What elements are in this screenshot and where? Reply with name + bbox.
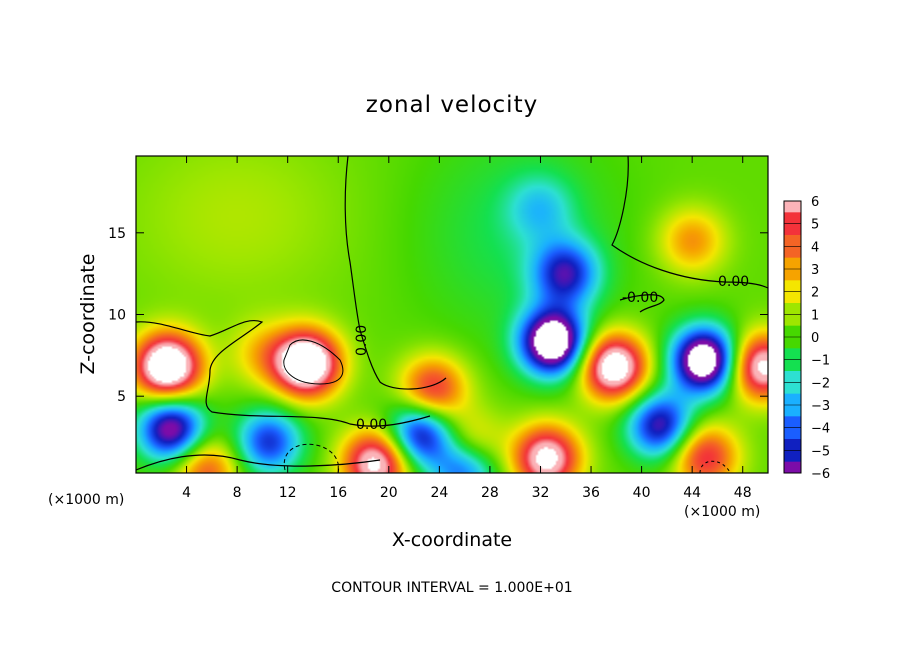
- contour-line-upper: [344, 156, 447, 390]
- x-tick-label: 12: [279, 485, 297, 501]
- x-tick-label: 20: [380, 485, 398, 501]
- heatmap-field: [136, 156, 768, 473]
- contour-line-inner: [283, 339, 344, 385]
- x-tick-label: 24: [430, 485, 448, 501]
- colorbar-label: −1: [811, 354, 830, 369]
- colorbar-cell: [784, 212, 801, 225]
- chart-title: zonal velocity: [366, 92, 538, 118]
- y-axis: 5 10 15: [108, 226, 768, 405]
- x-tick-label: 28: [481, 485, 499, 501]
- colorbar-cell: [784, 337, 801, 349]
- x-tick-label: 48: [734, 485, 752, 501]
- contour-label-3: -0.00: [622, 290, 658, 306]
- colorbar: 6 5 4 3 2 1 0 −1 −2 −3 −4 −5 −6: [783, 195, 830, 482]
- colorbar-cell: [784, 393, 801, 406]
- colorbar-cell: [784, 235, 801, 247]
- y-tick-label: 15: [108, 226, 126, 242]
- x-axis: 4 8 12 16 20 24 28 32 36 40 44 48: [182, 156, 752, 501]
- colorbar-label: −6: [811, 467, 830, 482]
- contour-line-dashed: [283, 443, 340, 473]
- x-tick-label: 4: [182, 485, 191, 501]
- colorbar-cell: [784, 450, 801, 463]
- colorbar-cell: [784, 246, 801, 259]
- colorbar-label: 6: [811, 195, 819, 210]
- y-axis-label: Z-coordinate: [77, 254, 99, 375]
- contour-line-mid: [619, 294, 665, 313]
- colorbar-cell: [784, 325, 801, 338]
- contour-line-left: [136, 320, 431, 427]
- colorbar-cell: [784, 257, 801, 270]
- x-tick-label: 44: [683, 485, 701, 501]
- x-tick-label: 8: [233, 485, 242, 501]
- contour-line-br: [699, 460, 731, 473]
- colorbar-cell: [784, 314, 801, 327]
- contour-label-1: 0.00: [354, 325, 370, 356]
- colorbar-cell: [784, 223, 801, 236]
- colorbar-cell: [784, 303, 801, 315]
- colorbar-label: 3: [811, 263, 819, 278]
- contour-line-right: [611, 156, 768, 289]
- colorbar-label: −5: [811, 444, 830, 459]
- colorbar-cell: [784, 371, 801, 383]
- colorbar-label: 2: [811, 286, 819, 301]
- contour-line-bottom: [136, 454, 381, 471]
- colorbar-label: 0: [811, 331, 819, 346]
- colorbar-cell: [784, 291, 801, 304]
- x-axis-label: X-coordinate: [392, 529, 512, 551]
- colorbar-label: −2: [811, 376, 830, 391]
- x-tick-label: 40: [633, 485, 651, 501]
- x-tick-label: 32: [532, 485, 550, 501]
- contour-interval-text: CONTOUR INTERVAL = 1.000E+01: [331, 580, 572, 596]
- colorbar-cell: [784, 405, 801, 417]
- x-tick-label: 16: [329, 485, 347, 501]
- zero-contours: [136, 156, 768, 473]
- colorbar-cell: [784, 416, 801, 429]
- colorbar-label: −3: [811, 399, 830, 414]
- contour-label-4: 0.00: [718, 274, 749, 290]
- x-tick-label: 36: [582, 485, 600, 501]
- colorbar-cell: [784, 382, 801, 395]
- colorbar-cell: [784, 269, 801, 281]
- colorbar-label: 5: [811, 218, 819, 233]
- colorbar-label: −4: [811, 422, 830, 437]
- colorbar-label: 4: [811, 240, 819, 255]
- colorbar-cell: [784, 201, 801, 213]
- x-unit-right: (×1000 m): [684, 504, 760, 520]
- colorbar-cell: [784, 348, 801, 361]
- colorbar-cell: [784, 461, 801, 474]
- colorbar-label: 1: [811, 308, 819, 323]
- colorbar-cell: [784, 427, 801, 440]
- y-tick-label: 5: [117, 389, 126, 405]
- y-tick-label: 10: [108, 308, 126, 324]
- colorbar-cell: [784, 439, 801, 451]
- colorbar-cell: [784, 280, 801, 293]
- contour-label-2: 0.00: [356, 417, 387, 433]
- x-unit-left: (×1000 m): [48, 492, 124, 508]
- colorbar-cell: [784, 359, 801, 372]
